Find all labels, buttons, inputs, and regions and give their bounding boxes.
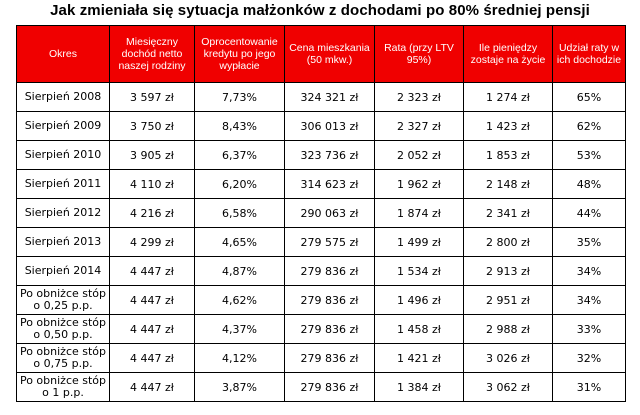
interest-cell: 6,37% <box>194 140 285 170</box>
remaining-cell: 2 988 zł <box>463 314 553 344</box>
price-cell: 279 836 zł <box>284 343 375 373</box>
table-row: Sierpień 2010 3 905 zł 6,37% 323 736 zł … <box>16 140 626 170</box>
table-row: Po obniżce stóp o 0,50 p.p. 4 447 zł 4,3… <box>16 314 626 344</box>
period-cell: Po obniżce stóp o 0,75 p.p. <box>16 343 110 373</box>
price-cell: 323 736 zł <box>284 140 375 170</box>
table-row: Po obniżce stóp o 0,25 p.p. 4 447 zł 4,6… <box>16 285 626 315</box>
period-cell: Sierpień 2012 <box>16 198 110 228</box>
header-row: Okres Miesięczny dochód netto naszej rod… <box>16 25 626 83</box>
remaining-cell: 3 026 zł <box>463 343 553 373</box>
remaining-cell: 2 951 zł <box>463 285 553 315</box>
header-interest: Oprocentowanie kredytu po jego wypłacie <box>194 25 285 83</box>
income-cell: 3 597 zł <box>109 82 195 112</box>
installment-cell: 1 458 zł <box>374 314 464 344</box>
table-body: Sierpień 2008 3 597 zł 7,73% 324 321 zł … <box>16 82 626 402</box>
share-cell: 33% <box>552 314 626 344</box>
header-period: Okres <box>16 25 110 83</box>
interest-cell: 6,58% <box>194 198 285 228</box>
income-cell: 3 750 zł <box>109 111 195 141</box>
period-cell: Sierpień 2009 <box>16 111 110 141</box>
price-cell: 314 623 zł <box>284 169 375 199</box>
share-cell: 48% <box>552 169 626 199</box>
table-row: Sierpień 2012 4 216 zł 6,58% 290 063 zł … <box>16 198 626 228</box>
interest-cell: 6,20% <box>194 169 285 199</box>
period-cell: Po obniżce stóp o 1 p.p. <box>16 372 110 402</box>
price-cell: 279 836 zł <box>284 314 375 344</box>
price-cell: 324 321 zł <box>284 82 375 112</box>
period-cell: Po obniżce stóp o 0,25 p.p. <box>16 285 110 315</box>
income-cell: 4 447 zł <box>109 285 195 315</box>
price-cell: 306 013 zł <box>284 111 375 141</box>
data-table: Okres Miesięczny dochód netto naszej rod… <box>16 25 626 402</box>
interest-cell: 4,37% <box>194 314 285 344</box>
period-cell: Sierpień 2008 <box>16 82 110 112</box>
price-cell: 279 836 zł <box>284 256 375 286</box>
remaining-cell: 1 853 zł <box>463 140 553 170</box>
installment-cell: 2 052 zł <box>374 140 464 170</box>
interest-cell: 4,62% <box>194 285 285 315</box>
income-cell: 4 447 zł <box>109 343 195 373</box>
remaining-cell: 2 913 zł <box>463 256 553 286</box>
share-cell: 34% <box>552 285 626 315</box>
installment-cell: 2 323 zł <box>374 82 464 112</box>
share-cell: 35% <box>552 227 626 257</box>
remaining-cell: 2 341 zł <box>463 198 553 228</box>
period-cell: Sierpień 2011 <box>16 169 110 199</box>
remaining-cell: 2 148 zł <box>463 169 553 199</box>
remaining-cell: 3 062 zł <box>463 372 553 402</box>
share-cell: 34% <box>552 256 626 286</box>
table-row: Po obniżce stóp o 1 p.p. 4 447 zł 3,87% … <box>16 372 626 402</box>
share-cell: 62% <box>552 111 626 141</box>
installment-cell: 1 499 zł <box>374 227 464 257</box>
period-cell: Sierpień 2013 <box>16 227 110 257</box>
page-title: Jak zmieniała się sytuacja małżonków z d… <box>50 2 590 19</box>
table-row: Sierpień 2014 4 447 zł 4,87% 279 836 zł … <box>16 256 626 286</box>
installment-cell: 1 874 zł <box>374 198 464 228</box>
interest-cell: 3,87% <box>194 372 285 402</box>
income-cell: 4 447 zł <box>109 314 195 344</box>
interest-cell: 4,12% <box>194 343 285 373</box>
price-cell: 279 575 zł <box>284 227 375 257</box>
remaining-cell: 1 423 zł <box>463 111 553 141</box>
income-cell: 4 299 zł <box>109 227 195 257</box>
interest-cell: 4,87% <box>194 256 285 286</box>
remaining-cell: 2 800 zł <box>463 227 553 257</box>
installment-cell: 1 962 zł <box>374 169 464 199</box>
installment-cell: 1 534 zł <box>374 256 464 286</box>
installment-cell: 1 421 zł <box>374 343 464 373</box>
income-cell: 4 447 zł <box>109 256 195 286</box>
price-cell: 279 836 zł <box>284 372 375 402</box>
share-cell: 31% <box>552 372 626 402</box>
installment-cell: 1 384 zł <box>374 372 464 402</box>
income-cell: 3 905 zł <box>109 140 195 170</box>
header-remaining: Ile pieniędzy zostaje na życie <box>463 25 553 83</box>
interest-cell: 4,65% <box>194 227 285 257</box>
share-cell: 53% <box>552 140 626 170</box>
table-row: Sierpień 2011 4 110 zł 6,20% 314 623 zł … <box>16 169 626 199</box>
table-row: Po obniżce stóp o 0,75 p.p. 4 447 zł 4,1… <box>16 343 626 373</box>
header-income: Miesięczny dochód netto naszej rodziny <box>109 25 195 83</box>
period-cell: Sierpień 2014 <box>16 256 110 286</box>
remaining-cell: 1 274 zł <box>463 82 553 112</box>
period-cell: Sierpień 2010 <box>16 140 110 170</box>
table-row: Sierpień 2009 3 750 zł 8,43% 306 013 zł … <box>16 111 626 141</box>
interest-cell: 7,73% <box>194 82 285 112</box>
installment-cell: 1 496 zł <box>374 285 464 315</box>
header-share: Udział raty w ich dochodzie <box>552 25 626 83</box>
table-row: Sierpień 2008 3 597 zł 7,73% 324 321 zł … <box>16 82 626 112</box>
table-row: Sierpień 2013 4 299 zł 4,65% 279 575 zł … <box>16 227 626 257</box>
price-cell: 279 836 zł <box>284 285 375 315</box>
income-cell: 4 216 zł <box>109 198 195 228</box>
header-price: Cena mieszkania (50 mkw.) <box>284 25 375 83</box>
header-installment: Rata (przy LTV 95%) <box>374 25 464 83</box>
share-cell: 32% <box>552 343 626 373</box>
share-cell: 65% <box>552 82 626 112</box>
price-cell: 290 063 zł <box>284 198 375 228</box>
installment-cell: 2 327 zł <box>374 111 464 141</box>
period-cell: Po obniżce stóp o 0,50 p.p. <box>16 314 110 344</box>
income-cell: 4 447 zł <box>109 372 195 402</box>
share-cell: 44% <box>552 198 626 228</box>
interest-cell: 8,43% <box>194 111 285 141</box>
income-cell: 4 110 zł <box>109 169 195 199</box>
